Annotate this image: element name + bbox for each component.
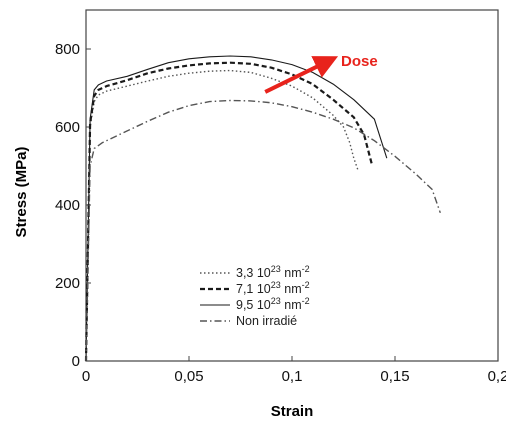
dose-arrow bbox=[264, 56, 339, 94]
y-tick-label: 200 bbox=[55, 275, 80, 292]
dose-annotation: Dose bbox=[264, 53, 378, 94]
legend-label-3: 9,5 1023 nm-2 bbox=[236, 296, 310, 312]
x-tick-label: 0,1 bbox=[282, 368, 303, 385]
x-tick-label: 0,15 bbox=[380, 368, 409, 385]
x-tick-label: 0 bbox=[82, 368, 90, 385]
series-line-1 bbox=[85, 69, 359, 362]
legend-label-4: Non irradié bbox=[236, 314, 297, 328]
series-layer bbox=[84, 55, 441, 362]
y-tick-label: 0 bbox=[72, 353, 80, 370]
legend-label-2: 7,1 1023 nm-2 bbox=[236, 280, 310, 296]
legend: 3,3 1023 nm-27,1 1023 nm-29,5 1023 nm-2 N… bbox=[200, 264, 310, 328]
y-axis: 0 200 400 600 800 bbox=[55, 41, 91, 370]
y-axis-title: Stress (MPa) bbox=[13, 147, 30, 238]
dose-label: Dose bbox=[341, 53, 378, 70]
series-line-4 bbox=[85, 99, 441, 362]
y-tick-label: 800 bbox=[55, 41, 80, 58]
x-axis-title: Strain bbox=[271, 403, 314, 420]
series-line-3 bbox=[85, 55, 388, 362]
y-tick-label: 600 bbox=[55, 119, 80, 136]
y-tick-label: 400 bbox=[55, 197, 80, 214]
x-tick-label: 0,05 bbox=[174, 368, 203, 385]
x-axis: 0 0,05 0,1 0,15 0,2 bbox=[82, 356, 506, 385]
legend-label-1: 3,3 1023 nm-2 bbox=[236, 264, 310, 280]
series-line-2 bbox=[84, 61, 374, 362]
x-tick-label: 0,2 bbox=[488, 368, 506, 385]
